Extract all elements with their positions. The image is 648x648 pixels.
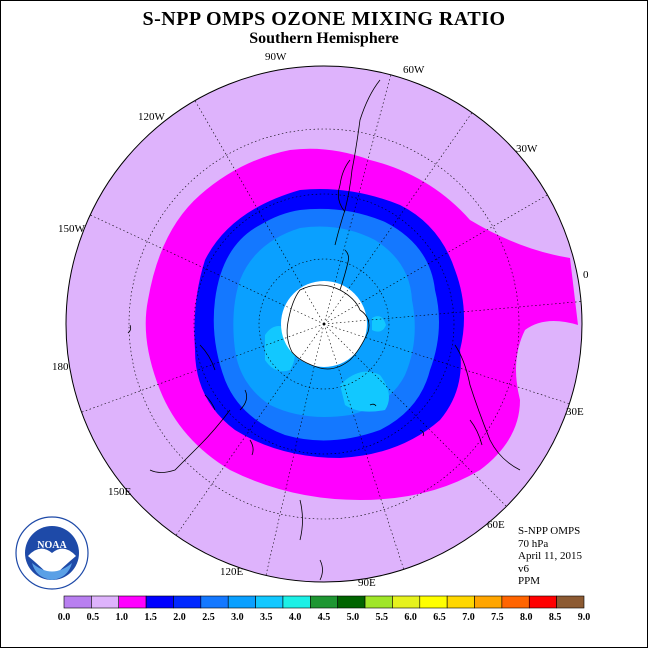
colorbar-swatch bbox=[200, 595, 229, 609]
latitude-circle bbox=[128, 128, 520, 520]
south-pole-dot bbox=[322, 322, 326, 326]
longitude-label: 0 bbox=[583, 269, 589, 281]
colorbar-tick-label: 3.5 bbox=[260, 612, 273, 623]
colorbar-swatch bbox=[145, 595, 174, 609]
colorbar-swatch bbox=[63, 595, 92, 609]
antarctic-peninsula bbox=[339, 249, 349, 291]
colorbar-tick-label: 8.0 bbox=[520, 612, 533, 623]
info-panel: S-NPP OMPS 70 hPa April 11, 2015 v6 PPM bbox=[518, 525, 582, 588]
colorbar-swatch bbox=[446, 595, 475, 609]
longitude-label: 120W bbox=[138, 111, 166, 123]
south-america-coast bbox=[334, 79, 381, 246]
longitude-label: 150E bbox=[108, 486, 132, 498]
longitude-label: 90W bbox=[265, 51, 287, 63]
colorbar-swatch bbox=[501, 595, 530, 609]
colorbar-swatch bbox=[118, 595, 147, 609]
colorbar-tick-label: 1.0 bbox=[116, 612, 129, 623]
colorbar-tick-label: 9.0 bbox=[578, 612, 591, 623]
info-level: 70 hPa bbox=[518, 537, 549, 550]
meridian-line bbox=[175, 323, 325, 536]
antarctica-coast bbox=[286, 284, 370, 370]
longitude-label: 150W bbox=[58, 223, 86, 235]
contour-3.0-cyan bbox=[265, 316, 389, 412]
meridian-line bbox=[323, 323, 405, 570]
colorbar-swatch bbox=[91, 595, 120, 609]
colorbar-swatch bbox=[173, 595, 202, 609]
longitude-label: 60W bbox=[403, 64, 425, 76]
colorbar-swatch bbox=[227, 595, 256, 609]
coastlines bbox=[127, 79, 521, 581]
colorbar-swatch bbox=[392, 595, 421, 609]
colorbar-tick-label: 1.5 bbox=[144, 612, 157, 623]
colorbar-tick-label: 2.0 bbox=[173, 612, 186, 623]
colorbar-swatch bbox=[255, 595, 284, 609]
meridian-line bbox=[323, 194, 548, 325]
logo-water-icon bbox=[32, 563, 72, 580]
longitude-label: 180 bbox=[52, 361, 69, 373]
colorbar-tick-label: 7.0 bbox=[462, 612, 475, 623]
meridian-line bbox=[323, 323, 507, 507]
meridian-line bbox=[194, 100, 325, 325]
logo-text: NOAA bbox=[37, 540, 67, 551]
australia-coast bbox=[149, 389, 248, 473]
colorbar-tick-label: 0.5 bbox=[87, 612, 100, 623]
africa-coast bbox=[454, 344, 521, 471]
colorbar-tick-label: 5.5 bbox=[376, 612, 389, 623]
longitude-labels: 90W 60W 30W 0 30E 60E 90E 120E 150E 180 150W 120W bbox=[52, 51, 589, 589]
meridian-line bbox=[323, 112, 473, 325]
meridian-line bbox=[90, 214, 325, 325]
longitude-label: 30W bbox=[516, 143, 538, 155]
indian-islands bbox=[369, 403, 424, 437]
south-pacific-islands bbox=[127, 324, 323, 581]
meridian-line bbox=[323, 74, 392, 325]
colorbar-tick-label: 0.0 bbox=[58, 612, 71, 623]
latitude-circle bbox=[258, 258, 390, 390]
colorbar-swatch bbox=[337, 595, 366, 609]
info-version: v6 bbox=[518, 562, 529, 575]
longitude-label: 30E bbox=[566, 406, 584, 418]
map-boundary bbox=[65, 65, 583, 583]
longitude-label: 120E bbox=[220, 566, 244, 578]
colorbar-tick-label: 5.0 bbox=[347, 612, 360, 623]
longitude-label: 90E bbox=[358, 577, 376, 589]
colorbar-tick-label: 8.5 bbox=[549, 612, 562, 623]
meridian-line bbox=[323, 323, 570, 405]
new-zealand-coast bbox=[199, 344, 216, 411]
noaa-logo: NOAA bbox=[15, 516, 89, 590]
colorbar-tick-label: 6.0 bbox=[404, 612, 417, 623]
meridian-line bbox=[323, 301, 582, 325]
info-units: PPM bbox=[518, 575, 541, 587]
colorbar-swatch bbox=[364, 595, 393, 609]
colorbar-swatch bbox=[528, 595, 557, 609]
colorbar-swatch bbox=[310, 595, 338, 609]
graticule bbox=[81, 74, 582, 576]
meridian-line bbox=[81, 323, 325, 413]
colorbar-tick-label: 4.5 bbox=[318, 612, 331, 623]
info-instrument: S-NPP OMPS bbox=[518, 525, 581, 537]
colorbar-tick-label: 6.5 bbox=[433, 612, 446, 623]
colorbar-tick-label: 2.5 bbox=[202, 612, 215, 623]
longitude-label: 60E bbox=[487, 519, 505, 531]
info-date: April 11, 2015 bbox=[518, 550, 583, 562]
colorbar: 0.0 0.5 1.0 1.5 2.0 2.5 3.0 3.5 4.0 4.5 5.0 5.5 6.0 6… bbox=[58, 595, 591, 623]
colorbar-swatch bbox=[282, 595, 311, 609]
page-subtitle: Southern Hemisphere bbox=[249, 30, 399, 47]
meridian-line bbox=[265, 323, 325, 576]
colorbar-tick-label: 4.0 bbox=[289, 612, 302, 623]
colorbar-tick-label: 3.0 bbox=[231, 612, 244, 623]
colorbar-tick-label: 7.5 bbox=[491, 612, 504, 623]
colorbar-swatch bbox=[556, 595, 585, 609]
colorbar-swatch bbox=[419, 595, 448, 609]
latitude-circle bbox=[193, 193, 455, 455]
logo-gull-icon bbox=[28, 548, 76, 578]
page-title: S-NPP OMPS OZONE MIXING RATIO bbox=[142, 8, 506, 30]
colorbar-swatch bbox=[474, 595, 503, 609]
